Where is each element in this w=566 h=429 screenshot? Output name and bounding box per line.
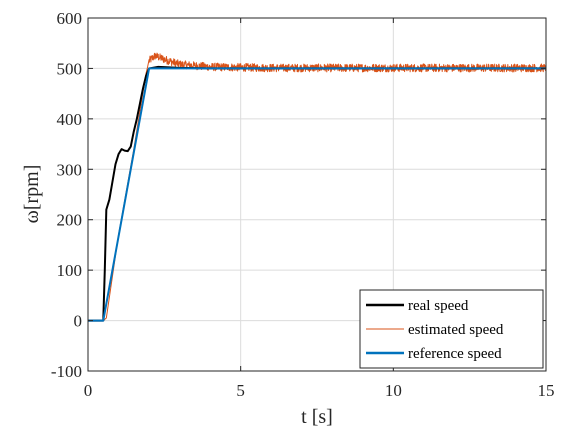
plot-area-frame bbox=[87, 17, 547, 372]
x-tick-label: 10 bbox=[385, 381, 402, 400]
x-tick-label: 5 bbox=[236, 381, 245, 400]
legend: real speed estimated speed reference speed bbox=[359, 289, 544, 369]
series-line-estimated-speed bbox=[88, 52, 547, 322]
legend-label: estimated speed bbox=[408, 322, 504, 338]
y-tick-label: -100 bbox=[51, 362, 82, 381]
y-axis-label: ω[rpm] bbox=[21, 165, 43, 224]
y-tick-label: 500 bbox=[57, 59, 83, 78]
y-tick-label: 400 bbox=[57, 110, 83, 129]
x-tick-label: 15 bbox=[538, 381, 555, 400]
grid-lines bbox=[88, 18, 546, 371]
legend-label: reference speed bbox=[408, 346, 502, 362]
series-line-reference-speed bbox=[88, 67, 546, 322]
y-tick-label: 600 bbox=[57, 9, 83, 28]
y-tick-label: 200 bbox=[57, 211, 83, 230]
series-line-real-speed bbox=[88, 65, 546, 322]
legend-label: real speed bbox=[408, 298, 469, 314]
y-tick-label: 100 bbox=[57, 261, 83, 280]
x-axis-label: t [s] bbox=[301, 406, 333, 428]
y-tick-label: 300 bbox=[57, 160, 83, 179]
y-tick-label: 0 bbox=[74, 312, 83, 331]
x-tick-label: 0 bbox=[84, 381, 93, 400]
series-lines bbox=[88, 52, 547, 322]
